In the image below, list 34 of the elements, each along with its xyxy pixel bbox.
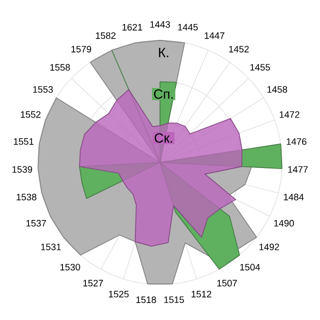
spoke-label: 1621 xyxy=(122,24,142,31)
spoke-label: 1458 xyxy=(267,86,288,93)
spoke-label: 1476 xyxy=(286,138,306,145)
spoke-label: 1490 xyxy=(274,220,294,227)
spoke-label: 1527 xyxy=(83,280,103,286)
spoke-label: 1477 xyxy=(288,166,308,173)
spoke-label: 1504 xyxy=(240,264,260,270)
spoke-label: 1512 xyxy=(192,290,212,298)
spoke-label: 1558 xyxy=(50,64,70,71)
spoke-label: 1537 xyxy=(26,220,46,227)
spoke-label: 1525 xyxy=(109,290,129,298)
spoke-label: 1515 xyxy=(164,296,184,303)
series-label: Ск. xyxy=(154,133,172,143)
spoke-label: 1518 xyxy=(136,296,156,304)
spoke-label: 1552 xyxy=(20,111,40,118)
series-label: Сп. xyxy=(154,89,173,99)
spoke-label: 1472 xyxy=(280,111,300,118)
spoke-label: 1443 xyxy=(150,21,170,28)
spoke-label: 1531 xyxy=(41,244,61,250)
spoke-label: 1553 xyxy=(33,86,53,93)
spoke-label: 1445 xyxy=(178,24,198,30)
series-label: К. xyxy=(159,48,168,58)
spoke-label: 1539 xyxy=(12,166,32,173)
spoke-label: 1551 xyxy=(14,138,34,145)
spoke-label: 1452 xyxy=(229,46,249,52)
spoke-label: 1455 xyxy=(250,64,270,71)
spoke-label: 1484 xyxy=(284,194,304,200)
spoke-label: 1492 xyxy=(259,244,280,250)
spoke-label: 1447 xyxy=(204,32,224,39)
spoke-label: 1582 xyxy=(96,32,116,39)
spoke-label: 1579 xyxy=(71,46,92,52)
spoke-label: 1507 xyxy=(217,280,237,286)
spoke-label: 1538 xyxy=(16,194,36,200)
spoke-label: 1530 xyxy=(60,264,80,270)
